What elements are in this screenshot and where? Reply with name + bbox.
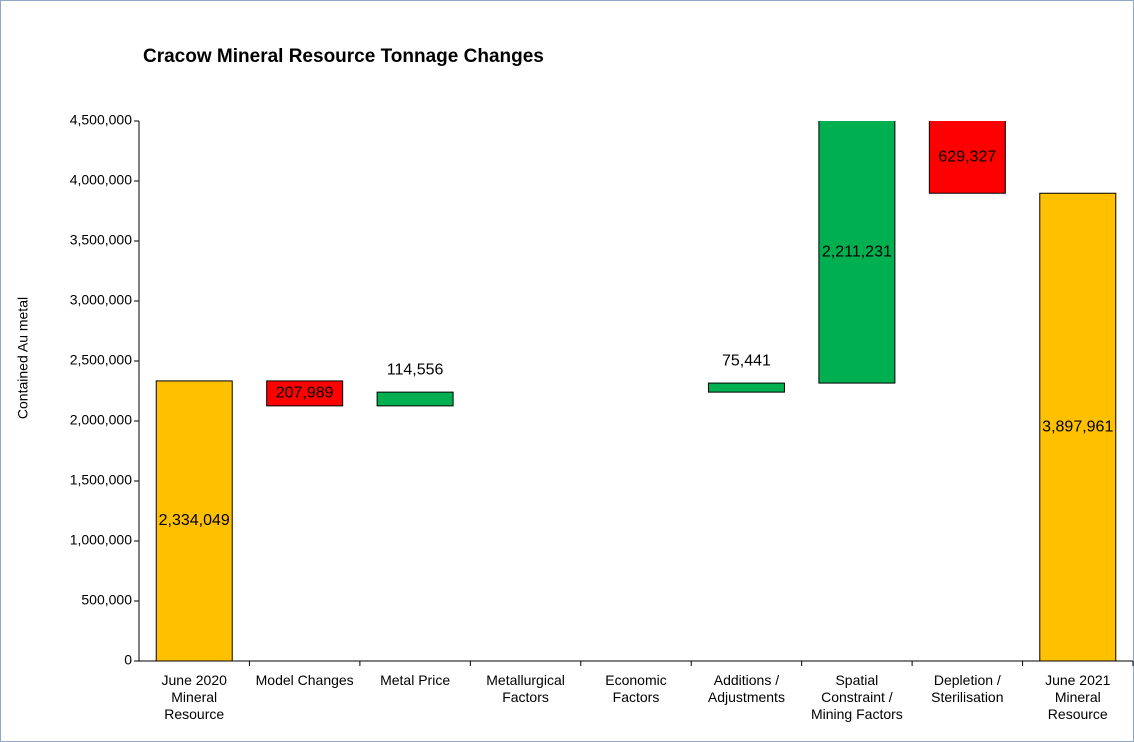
y-tick-label: 3,000,000 — [70, 292, 132, 308]
y-tick-label: 1,000,000 — [70, 532, 132, 548]
x-tick-label: Model Changes — [255, 672, 354, 688]
value-label: 3,897,961 — [1042, 418, 1113, 435]
y-tick-label: 4,000,000 — [70, 172, 132, 188]
value-label: 75,441 — [722, 352, 771, 369]
bars — [155, 121, 1117, 662]
x-tick-label: Metal Price — [380, 672, 451, 688]
value-label: 629,327 — [938, 148, 996, 165]
bar — [155, 380, 233, 662]
x-tick-label: June 2020 Mineral Resource — [161, 672, 227, 722]
y-tick-label: 4,500,000 — [70, 112, 132, 128]
bar — [818, 121, 896, 384]
bar — [266, 380, 344, 407]
x-tick-label: Spatial Constraint / Mining Factors — [810, 672, 903, 722]
bar — [1039, 192, 1117, 662]
chart-title: Cracow Mineral Resource Tonnage Changes — [143, 46, 544, 67]
y-tick-label: 0 — [124, 652, 132, 668]
y-axis-label: Contained Au metal — [15, 297, 31, 419]
bar — [376, 391, 454, 407]
bar — [707, 382, 785, 393]
y-tick-label: 2,000,000 — [70, 412, 132, 428]
x-tick-label: Depletion / Sterilisation — [931, 672, 1004, 705]
value-label: 2,334,049 — [159, 512, 230, 529]
y-tick-label: 3,500,000 — [70, 232, 132, 248]
value-label: 114,556 — [387, 361, 444, 378]
y-tick-label: 500,000 — [81, 592, 132, 608]
x-tick-label: Metallurgical Factors — [486, 672, 565, 705]
x-tick-label: June 2021 Mineral Resource — [1045, 672, 1111, 722]
x-tick-label: Economic Factors — [605, 672, 667, 705]
x-tick-label: Additions / Adjustments — [707, 672, 785, 705]
y-tick-label: 1,500,000 — [70, 472, 132, 488]
value-label: 2,211,231 — [822, 243, 892, 260]
y-tick-label: 2,500,000 — [70, 352, 132, 368]
value-label: 207,989 — [276, 385, 334, 402]
bar — [928, 121, 1006, 194]
